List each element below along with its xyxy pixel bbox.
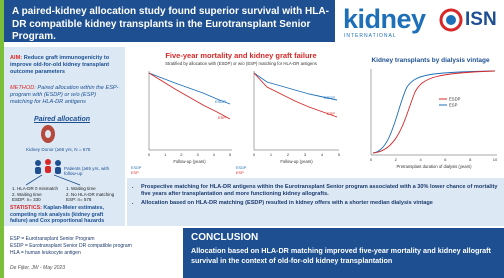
abbreviation: HLA = human leukocyte antigen (10, 250, 180, 257)
x-axis-label: Follow-up (years) (173, 159, 206, 164)
x-tick-label: 2 (395, 157, 398, 162)
title: A paired-kidney allocation study found s… (12, 6, 330, 44)
x-tick-label: 4 (321, 152, 324, 157)
outcomes-panel: Five-year mortality and kidney graft fai… (127, 47, 355, 178)
conclusion-box: CONCLUSION Allocation based on HLA-DR ma… (183, 228, 504, 278)
statistics: STATISTICS: Kaplan-Meier estimates, comp… (10, 205, 122, 225)
aim: AIM: Reduce graft immunogenicity to impr… (10, 55, 120, 76)
left-panel: AIM: Reduce graft immunogenicity to impr… (4, 47, 125, 226)
bullet: Prospective matching for HLA-DR antigens… (141, 184, 504, 198)
x-tick-label: 0 (253, 152, 256, 157)
x-tick-label: 4 (419, 157, 422, 162)
x-tick-label: 10 (493, 157, 498, 162)
x-tick-label: 0 (370, 157, 373, 162)
risk-row-label: ESDP (131, 166, 142, 170)
x-tick-label: 4 (213, 152, 216, 157)
risk-row-label: ESP (131, 171, 139, 175)
method-label: METHOD: (10, 85, 36, 91)
logo-area: kidney INTERNATIONAL ISN (335, 0, 504, 42)
x-tick-label: 0 (148, 152, 151, 157)
legend-label: ESP (327, 111, 335, 116)
aim-text: Reduce graft immunogenicity to improve o… (10, 55, 109, 75)
legend-label: ESDP (449, 97, 461, 102)
mortality-chart (149, 71, 232, 150)
x-tick-label: 5 (338, 152, 341, 157)
donor-label: Kidney Donor (≥65 yrs, N = 675 (26, 147, 90, 152)
logo-kidney: kidney (343, 4, 426, 35)
abbreviation: ESP = Eurotransplant Senior Program (10, 236, 180, 243)
x-tick-label: 3 (196, 152, 199, 157)
x-tick-label: 8 (469, 157, 472, 162)
legend-label: ESDP (324, 95, 335, 100)
x-tick-label: 1 (164, 152, 167, 157)
x-tick-label: 6 (444, 157, 447, 162)
page: { "header": { "title": "A paired-kidney … (0, 0, 504, 278)
paired-title: Paired allocation (34, 116, 90, 123)
x-tick-label: 5 (229, 152, 232, 157)
vintage-chart: 0 2 4 6 8 10 Pretransplant duration of dialysi… (357, 47, 504, 178)
x-tick-label: 3 (304, 152, 307, 157)
vintage-panel: Kidney transplants by dialysis vintage 0… (357, 47, 504, 178)
method: METHOD: Paired allocation within the ESP… (10, 85, 120, 106)
conclusion-title: CONCLUSION (191, 232, 258, 243)
logo-isn: ISN (465, 9, 497, 31)
bullet: Allocation based on HLA-DR matching (ESD… (141, 200, 504, 207)
patients-label: Patients (≥65 yrs, with follow-up (64, 166, 122, 176)
x-tick-label: 2 (287, 152, 290, 157)
x-tick-label: 2 (180, 152, 183, 157)
aim-label: AIM: (10, 55, 22, 61)
legend-label: ESP (218, 115, 226, 120)
bullet-list: Prospective matching for HLA-DR antigens… (127, 184, 504, 208)
risk-row-label: ESP (236, 171, 244, 175)
criterion: ESP: n= 578 (66, 197, 122, 203)
isn-icon (439, 8, 463, 32)
bullets-panel: Prospective matching for HLA-DR antigens… (127, 178, 504, 226)
logo-sub: INTERNATIONAL (344, 33, 397, 39)
author: De Fijter, JW - May 2023 (10, 265, 65, 271)
abbreviation: ESDP = Eurotransplant Senior DR compatib… (10, 243, 180, 250)
criterion: 1. HLA-DR 0 mismatch (12, 186, 64, 192)
x-axis-label: Follow-up (years) (280, 159, 313, 164)
criterion: ESDP: n= 330 (12, 197, 64, 203)
legend-label: ESDP (215, 99, 226, 104)
x-axis-label: Pretransplant duration of dialysis (year… (397, 164, 473, 169)
risk-row-label: ESDP (236, 166, 247, 170)
legend-label: ESP (449, 103, 458, 108)
header-banner: A paired-kidney allocation study found s… (4, 0, 335, 42)
statistics-label: STATISTICS: (10, 205, 42, 211)
x-tick-label: 1 (270, 152, 273, 157)
conclusion-text: Allocation based on HLA-DR matching impr… (191, 246, 499, 266)
